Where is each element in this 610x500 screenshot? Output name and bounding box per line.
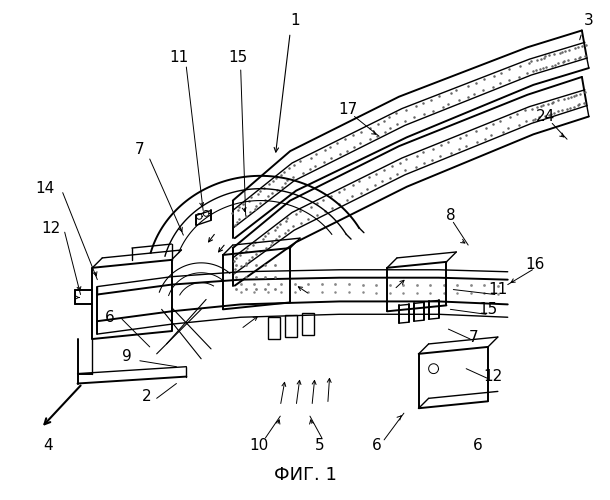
Text: 15: 15 — [478, 302, 498, 317]
Text: 6: 6 — [372, 438, 382, 454]
Text: 16: 16 — [526, 258, 545, 272]
Bar — [302, 314, 314, 335]
Text: 9: 9 — [122, 350, 132, 364]
Text: 10: 10 — [249, 438, 268, 454]
Text: 14: 14 — [35, 181, 54, 196]
Text: 3: 3 — [584, 13, 594, 28]
Text: 1: 1 — [290, 13, 300, 28]
Bar — [268, 317, 280, 339]
Text: 24: 24 — [536, 109, 555, 124]
Text: 7: 7 — [468, 330, 478, 344]
Text: 11: 11 — [488, 282, 508, 297]
Text: 2: 2 — [142, 389, 152, 404]
Text: 6: 6 — [473, 438, 483, 454]
Text: 15: 15 — [228, 50, 248, 64]
Text: ФИГ. 1: ФИГ. 1 — [273, 466, 337, 484]
Text: 4: 4 — [43, 438, 52, 454]
Text: 7: 7 — [135, 142, 145, 156]
Text: 11: 11 — [170, 50, 189, 64]
Text: 6: 6 — [106, 310, 115, 324]
Text: 17: 17 — [338, 102, 357, 117]
Text: 8: 8 — [445, 208, 455, 223]
Text: 12: 12 — [483, 369, 503, 384]
Text: 5: 5 — [315, 438, 325, 454]
Bar — [285, 316, 297, 337]
Text: 12: 12 — [41, 220, 60, 236]
